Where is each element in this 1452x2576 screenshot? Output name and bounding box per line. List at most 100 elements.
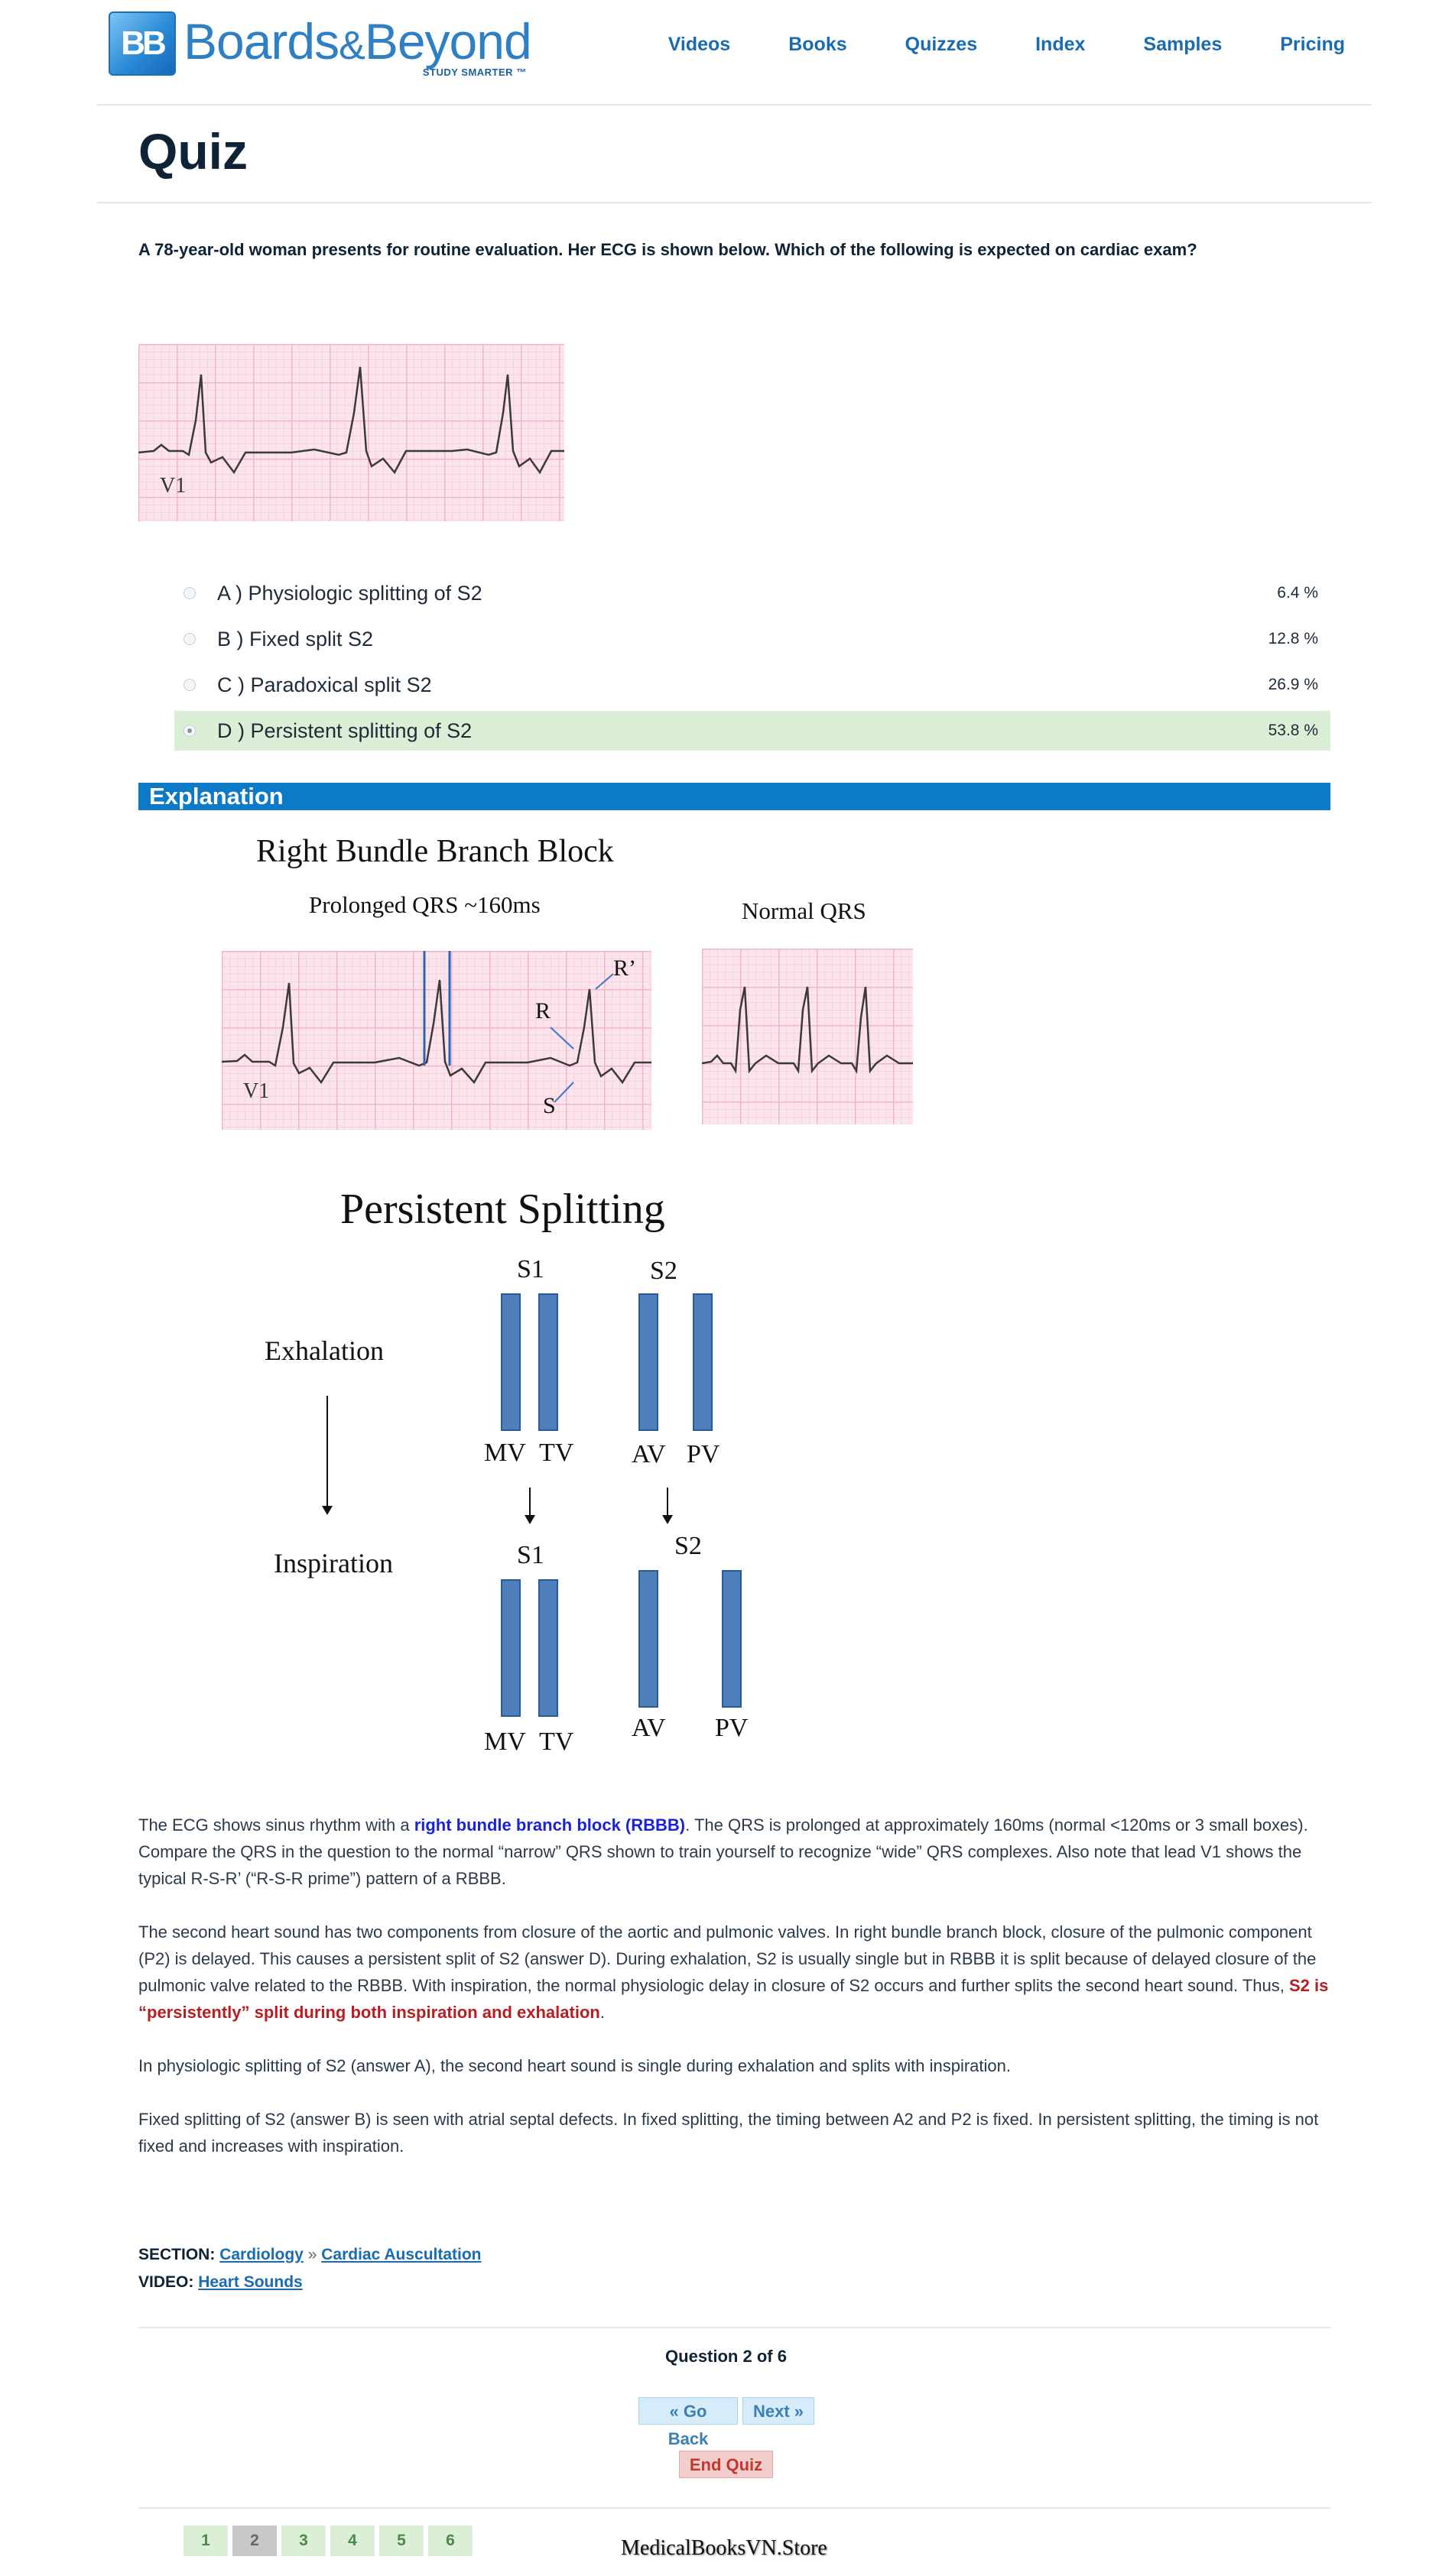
question-counter: Question 2 of 6: [665, 2347, 787, 2366]
question-ecg-lead-label: V1: [160, 474, 187, 498]
explanation-paragraph-3: In physiologic splitting of S2 (answer A…: [138, 2056, 1011, 2075]
s-label: S: [543, 1093, 556, 1118]
answer-list: A ) Physiologic splitting of S2 6.4 % B …: [174, 573, 1330, 757]
question-pager: 1 2 3 4 5 6: [184, 2526, 473, 2556]
exhalation-av-label: AV: [632, 1440, 666, 1468]
inspiration-s1-label: S1: [517, 1541, 544, 1569]
next-button[interactable]: Next »: [742, 2397, 814, 2425]
nav-pricing[interactable]: Pricing: [1280, 34, 1345, 55]
go-back-button[interactable]: « Go Back: [638, 2397, 738, 2448]
page-button-4[interactable]: 4: [330, 2526, 375, 2556]
logo[interactable]: BB Boards&Beyond STUDY SMARTER ™: [109, 9, 532, 78]
s1-arrow-line: [529, 1488, 531, 1515]
nav-index[interactable]: Index: [1035, 34, 1086, 55]
page-button-2[interactable]: 2: [232, 2526, 277, 2556]
figure2-title: Persistent Splitting: [340, 1186, 665, 1233]
answer-percent: 6.4 %: [1277, 584, 1318, 602]
question-text: A 78-year-old woman presents for routine…: [138, 240, 1197, 259]
answer-percent: 53.8 %: [1268, 722, 1318, 739]
rbbb-highlight: right bundle branch block (RBBB): [414, 1815, 686, 1835]
answer-percent: 26.9 %: [1268, 676, 1318, 693]
exhalation-mv-bar: [501, 1293, 521, 1431]
p2-text-start: The second heart sound has two component…: [138, 1922, 1317, 1995]
exhalation-tv-label: TV: [539, 1439, 574, 1467]
figure1-title: Right Bundle Branch Block: [256, 834, 614, 869]
inspiration-av-bar: [638, 1570, 658, 1708]
radio-button[interactable]: [184, 679, 196, 691]
answer-label: B ) Fixed split S2: [217, 627, 374, 650]
explanation-paragraph-1: The ECG shows sinus rhythm with a right …: [138, 1812, 1330, 1892]
watermark-text: MedicalBooksVN.Store: [621, 2536, 827, 2560]
video-label: VIDEO:: [138, 2273, 194, 2291]
r-label: R: [535, 998, 551, 1024]
page-button-1[interactable]: 1: [184, 2526, 228, 2556]
phase-inspiration-label: Inspiration: [274, 1548, 393, 1578]
nav-quizzes[interactable]: Quizzes: [905, 34, 978, 55]
exhalation-mv-label: MV: [484, 1439, 526, 1467]
inspiration-av-label: AV: [632, 1714, 666, 1742]
radio-button[interactable]: [184, 725, 196, 737]
p1-text-end: . The QRS is prolonged at approximately …: [138, 1815, 1308, 1888]
page-button-6[interactable]: 6: [428, 2526, 473, 2556]
title-divider: [97, 202, 1372, 203]
video-link-heart-sounds[interactable]: Heart Sounds: [198, 2273, 303, 2291]
section-label: SECTION:: [138, 2246, 216, 2263]
logo-name: Boards: [184, 13, 339, 70]
main-nav: Videos Books Quizzes Index Samples Prici…: [610, 34, 1345, 56]
radio-selected-dot: [187, 728, 192, 733]
section-line: SECTION: Cardiology » Cardiac Auscultati…: [138, 2246, 482, 2264]
answer-percent: 12.8 %: [1268, 630, 1318, 647]
answer-label: A ) Physiologic splitting of S2: [217, 581, 482, 605]
question-ecg-image: V1: [138, 344, 564, 521]
logo-wordmark: Boards&Beyond STUDY SMARTER ™: [184, 13, 532, 78]
explanation-header: Explanation: [138, 783, 1330, 810]
explanation-paragraph-2: The second heart sound has two component…: [138, 1919, 1330, 2026]
explanation-title: Explanation: [149, 783, 284, 809]
answer-option-a[interactable]: A ) Physiologic splitting of S2 6.4 %: [174, 573, 1330, 613]
exhalation-pv-bar: [693, 1293, 713, 1431]
persistent-split-highlight: S2 is “persistently” split during both i…: [138, 1976, 1329, 2022]
phase-arrow-line: [326, 1396, 328, 1507]
exhalation-tv-bar: [538, 1293, 558, 1431]
figure1-right-caption: Normal QRS: [742, 897, 866, 924]
down-arrow-icon: [662, 1515, 673, 1524]
section-link-cardiology[interactable]: Cardiology: [219, 2246, 304, 2263]
inspiration-pv-bar: [722, 1570, 742, 1708]
radio-button[interactable]: [184, 633, 196, 645]
section-link-cardiac-auscultation[interactable]: Cardiac Auscultation: [321, 2246, 482, 2263]
page-button-3[interactable]: 3: [281, 2526, 326, 2556]
s2-arrow-line: [667, 1488, 668, 1515]
answer-label: C ) Paradoxical split S2: [217, 673, 432, 696]
p2-text-end: .: [599, 2003, 605, 2022]
answer-option-b[interactable]: B ) Fixed split S2 12.8 %: [174, 619, 1330, 659]
logo-name-2: Beyond: [364, 13, 532, 70]
exhalation-pv-label: PV: [687, 1440, 720, 1468]
page-title: Quiz: [138, 123, 248, 180]
nav-samples[interactable]: Samples: [1143, 34, 1223, 55]
rbbb-lead-label: V1: [243, 1079, 270, 1103]
exhalation-s2-label: S2: [650, 1257, 677, 1285]
end-quiz-button[interactable]: End Quiz: [679, 2451, 773, 2478]
site-header: BB Boards&Beyond STUDY SMARTER ™ Videos …: [0, 0, 1452, 104]
inspiration-mv-bar: [501, 1579, 521, 1717]
answer-option-c[interactable]: C ) Paradoxical split S2 26.9 %: [174, 665, 1330, 705]
inspiration-tv-bar: [538, 1579, 558, 1717]
down-arrow-icon: [322, 1506, 333, 1515]
figure1-left-caption: Prolonged QRS ~160ms: [309, 891, 541, 918]
header-divider: [97, 104, 1372, 105]
logo-tagline: STUDY SMARTER ™: [422, 67, 527, 78]
nav-books[interactable]: Books: [788, 34, 847, 55]
radio-button[interactable]: [184, 587, 196, 599]
phase-exhalation-label: Exhalation: [265, 1335, 384, 1366]
answer-option-d[interactable]: D ) Persistent splitting of S2 53.8 %: [174, 711, 1330, 751]
normal-qrs-image: [702, 949, 913, 1124]
inspiration-mv-label: MV: [484, 1728, 526, 1756]
page-button-5[interactable]: 5: [379, 2526, 424, 2556]
down-arrow-icon: [525, 1515, 535, 1524]
pagination-divider: [138, 2327, 1330, 2328]
nav-videos[interactable]: Videos: [668, 34, 731, 55]
inspiration-tv-label: TV: [539, 1728, 574, 1756]
logo-ampersand: &: [339, 24, 365, 68]
inspiration-s2-label: S2: [674, 1532, 702, 1560]
video-line: VIDEO: Heart Sounds: [138, 2273, 303, 2292]
